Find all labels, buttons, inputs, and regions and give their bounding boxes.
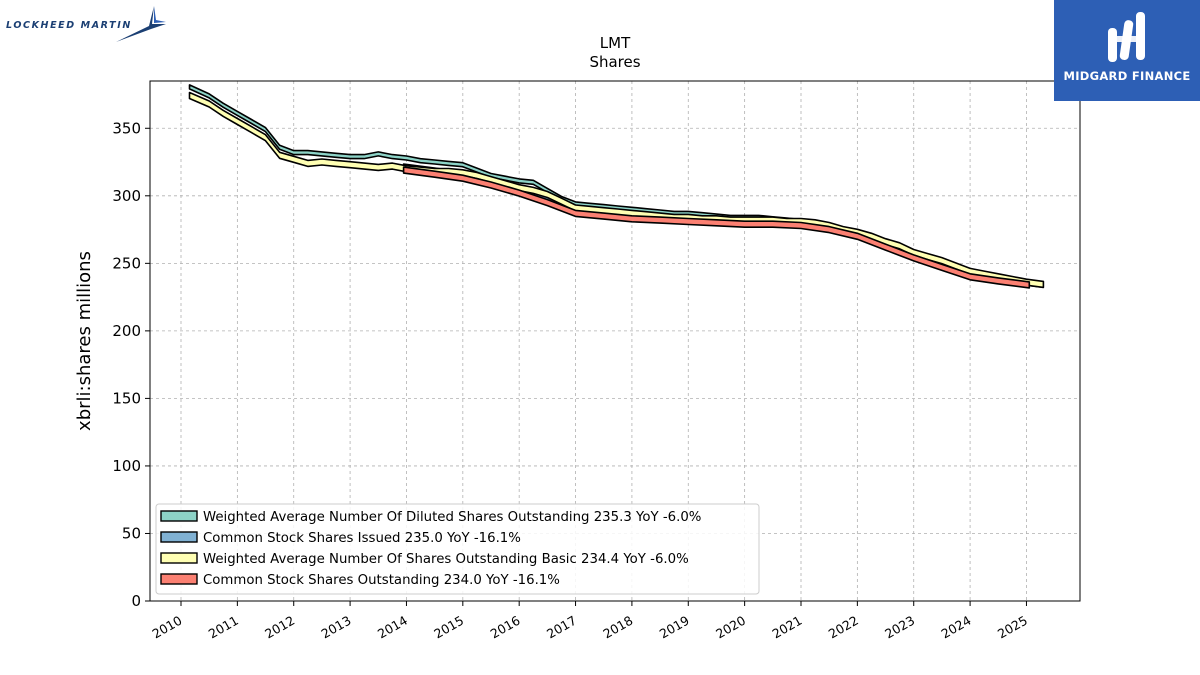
plot-frame bbox=[149, 80, 1081, 602]
legend-swatch bbox=[160, 573, 198, 585]
x-tick-label: 2012 bbox=[262, 613, 297, 642]
chart-subtitle: Shares bbox=[589, 53, 640, 71]
series-layer bbox=[188, 84, 1045, 289]
legend-entry-label: Common Stock Shares Outstanding 234.0 Yo… bbox=[203, 573, 560, 588]
y-axis-label: xbrli:shares millions bbox=[74, 251, 95, 431]
midgard-finance-logo: MIDGARD FINANCE bbox=[1054, 0, 1200, 101]
legend-entry-label: Weighted Average Number Of Shares Outsta… bbox=[203, 552, 689, 567]
x-tick-label: 2019 bbox=[657, 613, 692, 642]
chart-title: LMT bbox=[600, 34, 631, 52]
y-tick-label: 150 bbox=[112, 389, 141, 407]
x-tick-label: 2015 bbox=[431, 613, 466, 642]
x-tick-label: 2018 bbox=[600, 613, 635, 642]
x-tick-label: 2020 bbox=[713, 613, 748, 642]
y-tick-label: 50 bbox=[122, 524, 141, 542]
legend-entry-label: Common Stock Shares Issued 235.0 YoY -16… bbox=[203, 531, 521, 546]
y-tick-label: 350 bbox=[112, 119, 141, 137]
y-tick-label: 250 bbox=[112, 254, 141, 272]
y-axis: 0 50 100 150 200 250 300 350 bbox=[112, 119, 150, 610]
midgard-mark-icon bbox=[1108, 12, 1145, 62]
x-tick-label: 2014 bbox=[375, 613, 410, 642]
legend-swatch bbox=[160, 531, 198, 543]
x-tick-label: 2011 bbox=[206, 613, 241, 642]
y-tick-label: 200 bbox=[112, 322, 141, 340]
star-swoosh-icon bbox=[116, 6, 166, 42]
lockheed-martin-text: LOCKHEED MARTIN bbox=[6, 20, 132, 31]
y-tick-label: 0 bbox=[131, 592, 141, 610]
x-tick-label: 2025 bbox=[995, 613, 1030, 642]
series-band-3 bbox=[402, 166, 1031, 289]
midgard-finance-text: MIDGARD FINANCE bbox=[1063, 69, 1191, 83]
x-tick-label: 2013 bbox=[319, 613, 354, 642]
y-tick-label: 100 bbox=[112, 457, 141, 475]
legend: Weighted Average Number Of Diluted Share… bbox=[155, 503, 760, 595]
legend-entry-label: Weighted Average Number Of Diluted Share… bbox=[203, 510, 701, 525]
legend-swatch bbox=[160, 510, 198, 522]
x-tick-label: 2022 bbox=[826, 613, 861, 642]
y-tick-label: 300 bbox=[112, 187, 141, 205]
x-tick-label: 2010 bbox=[149, 613, 184, 642]
x-tick-label: 2016 bbox=[488, 613, 523, 642]
x-tick-label: 2024 bbox=[939, 613, 974, 642]
x-tick-label: 2017 bbox=[544, 613, 579, 642]
legend-box bbox=[155, 503, 760, 595]
x-tick-label: 2023 bbox=[882, 613, 917, 642]
lockheed-martin-logo: LOCKHEED MARTIN bbox=[4, 4, 174, 46]
legend-swatch bbox=[160, 552, 198, 564]
x-axis: 2010 2011 2012 2013 2014 2015 2016 2017 2018 2019… bbox=[149, 601, 1030, 642]
x-tick-label: 2021 bbox=[769, 613, 804, 642]
